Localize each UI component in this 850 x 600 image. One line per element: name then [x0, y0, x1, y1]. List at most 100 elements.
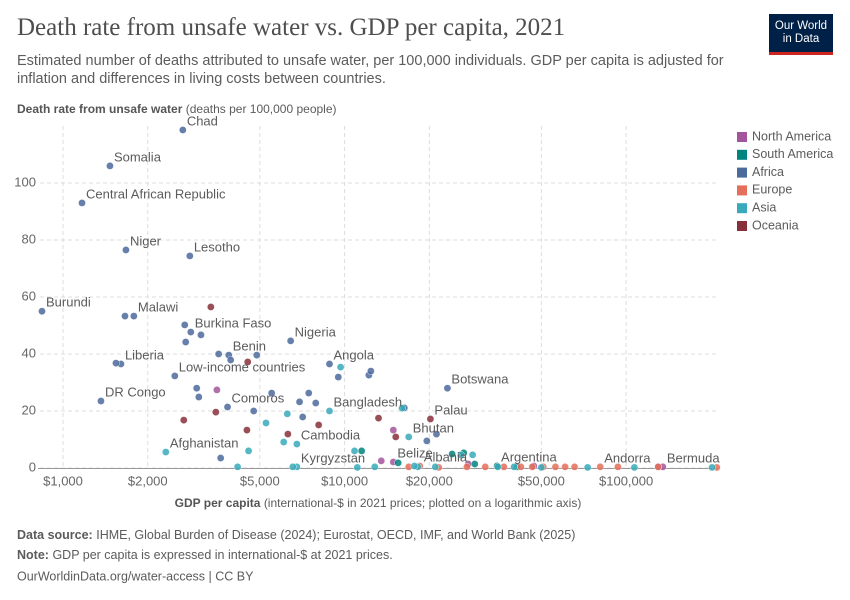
data-point	[423, 437, 431, 445]
y-tick-label: 40	[22, 345, 36, 360]
legend-swatch	[737, 132, 747, 142]
data-point	[304, 389, 313, 397]
legend-swatch	[737, 221, 747, 231]
legend-swatch	[737, 203, 747, 214]
x-axis-title: GDP per capita	[175, 496, 261, 510]
data-point	[432, 430, 441, 438]
x-axis-label: GDP per capita (international-$ in 2021 …	[175, 496, 582, 510]
data-point	[216, 454, 225, 462]
data-point	[630, 463, 639, 472]
data-point	[249, 407, 258, 415]
point-label: Bhutan	[413, 420, 454, 435]
data-point	[551, 463, 560, 471]
data-point	[410, 462, 419, 470]
data-point	[214, 350, 223, 358]
x-tick-label: $50,000	[518, 473, 565, 488]
point-label: Nigeria	[295, 324, 337, 339]
point-label: Burundi	[46, 295, 91, 310]
data-point	[314, 421, 323, 429]
point-label: Liberia	[125, 347, 165, 362]
data-point	[252, 351, 261, 359]
data-point	[207, 303, 215, 311]
data-point	[570, 463, 579, 471]
data-point	[180, 321, 189, 329]
logo[interactable]: Our World in Data	[769, 14, 833, 55]
data-point	[233, 463, 242, 471]
point-label: Comoros	[232, 390, 285, 405]
point-label: Burkina Faso	[195, 315, 272, 330]
data-point	[528, 463, 537, 471]
data-point	[195, 393, 203, 401]
data-point	[596, 463, 605, 471]
data-point	[78, 199, 86, 207]
data-point	[431, 463, 440, 471]
data-point	[293, 440, 301, 448]
logo-line: in Data	[782, 33, 820, 45]
y-tick-label: 80	[22, 231, 36, 246]
x-tick-label: $2,000	[128, 473, 168, 488]
data-point	[654, 463, 663, 471]
data-point	[244, 447, 253, 455]
data-point	[367, 367, 375, 375]
data-point	[121, 312, 129, 320]
data-point	[212, 408, 220, 416]
data-point	[481, 463, 490, 471]
source: Data source: IHME, Global Burden of Dise…	[17, 528, 575, 542]
data-point	[279, 438, 288, 446]
x-tick-label: $1,000	[43, 473, 83, 488]
data-point	[179, 416, 188, 424]
point-label: Andorra	[604, 450, 651, 465]
data-point	[243, 358, 252, 366]
data-point	[286, 337, 295, 345]
y-tick-label: 100	[14, 174, 36, 189]
data-point	[394, 459, 402, 467]
point-label: Belize	[397, 445, 432, 460]
data-point	[325, 407, 334, 415]
data-point	[510, 463, 518, 471]
point-label: Malawi	[138, 300, 179, 315]
data-point	[262, 419, 270, 427]
data-point	[457, 451, 465, 459]
data-point	[377, 457, 386, 465]
point-label: Bangladesh	[333, 394, 402, 409]
url[interactable]: OurWorldinData.org/water-access | CC BY	[17, 569, 254, 583]
point-label: Botswana	[451, 372, 509, 387]
data-point	[243, 426, 251, 434]
data-point	[389, 426, 398, 434]
point-label: Low-income countries	[179, 359, 306, 374]
legend-label: Africa	[752, 165, 784, 179]
data-point	[171, 372, 179, 380]
chart-title: Death rate from unsafe water vs. GDP per…	[17, 14, 566, 41]
data-point	[561, 463, 569, 471]
point-label: Afghanistan	[170, 435, 239, 450]
note: Note: GDP per capita is expressed in int…	[17, 548, 393, 562]
points	[38, 126, 721, 472]
data-point	[370, 463, 379, 471]
legend-label: Oceania	[752, 218, 799, 232]
data-point	[353, 463, 362, 472]
data-point	[289, 463, 297, 471]
point-label: Argentina	[501, 449, 557, 464]
data-point	[186, 328, 195, 336]
legend-swatch	[737, 149, 747, 160]
data-point	[468, 451, 477, 459]
data-point	[197, 331, 205, 339]
data-point	[97, 397, 105, 405]
data-point	[404, 433, 413, 441]
data-point	[374, 414, 383, 422]
legend-swatch	[737, 167, 747, 178]
point-label: Chad	[187, 113, 218, 128]
point-label: Albania	[424, 449, 468, 464]
point-label: Lesotho	[194, 239, 240, 254]
data-point	[179, 126, 187, 134]
data-point	[162, 448, 170, 456]
y-axis-title: Death rate from unsafe water	[17, 102, 183, 116]
point-label: Somalia	[114, 149, 162, 164]
point-label: Palau	[434, 402, 467, 417]
data-point	[284, 430, 292, 438]
data-point	[614, 463, 622, 471]
point-label: Central African Republic	[86, 186, 226, 201]
data-point	[443, 384, 452, 393]
data-point	[470, 460, 479, 468]
